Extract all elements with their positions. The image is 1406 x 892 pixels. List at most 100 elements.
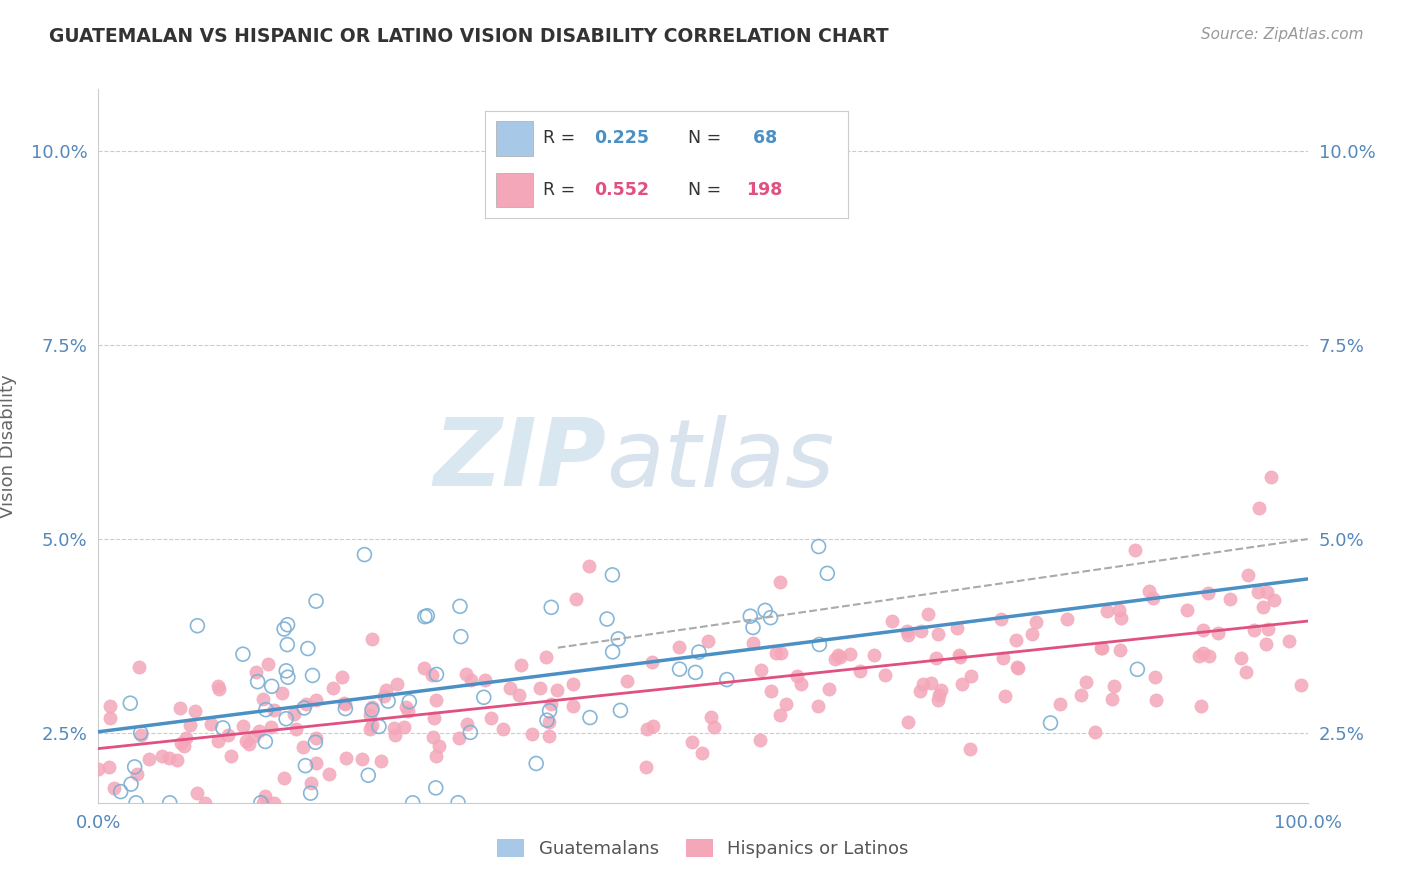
Point [827, 648, 849, 663]
Point [1143, 670, 1166, 684]
Point [150, 748, 173, 763]
Point [361, 718, 384, 732]
Point [274, 712, 297, 726]
Point [263, 796, 285, 810]
Point [423, 711, 446, 725]
Point [212, 721, 235, 735]
Point [863, 648, 886, 662]
Point [297, 641, 319, 656]
Point [1090, 641, 1112, 656]
Point [98, 699, 121, 714]
Point [540, 600, 562, 615]
Point [207, 679, 229, 693]
Point [232, 719, 254, 733]
Point [207, 734, 229, 748]
Point [1090, 640, 1112, 655]
Y-axis label: Vision Disability: Vision Disability [0, 374, 17, 518]
Point [578, 559, 600, 574]
Point [896, 624, 918, 639]
Point [636, 722, 658, 736]
Point [299, 776, 322, 790]
Point [1191, 623, 1213, 637]
Point [449, 731, 471, 745]
Point [839, 647, 862, 661]
Point [524, 756, 547, 771]
Point [179, 718, 201, 732]
Point [384, 728, 406, 742]
Point [1049, 697, 1071, 711]
Point [641, 655, 664, 669]
Point [285, 723, 308, 737]
Point [425, 693, 447, 707]
Point [396, 704, 419, 718]
Point [636, 760, 658, 774]
Point [260, 679, 283, 693]
Point [748, 732, 770, 747]
Point [398, 695, 420, 709]
Point [668, 640, 690, 654]
Point [305, 756, 328, 771]
Point [157, 750, 180, 764]
Point [456, 717, 478, 731]
Point [990, 612, 1012, 626]
Point [254, 789, 277, 803]
Point [991, 650, 1014, 665]
Point [775, 697, 797, 711]
Point [474, 673, 496, 687]
Point [1191, 698, 1213, 713]
Point [830, 650, 852, 665]
Point [602, 645, 624, 659]
Point [769, 707, 792, 722]
Point [697, 634, 720, 648]
Point [920, 676, 942, 690]
Point [460, 673, 482, 687]
Point [716, 673, 738, 687]
Point [1237, 568, 1260, 582]
Point [1056, 612, 1078, 626]
Point [1109, 611, 1132, 625]
Point [1191, 646, 1213, 660]
Point [508, 688, 530, 702]
Point [546, 683, 568, 698]
Point [1263, 593, 1285, 607]
Point [1070, 688, 1092, 702]
Point [685, 665, 707, 680]
Point [759, 610, 782, 624]
Point [1230, 651, 1253, 665]
Point [1102, 679, 1125, 693]
Point [359, 723, 381, 737]
Point [959, 742, 981, 756]
Point [305, 594, 328, 608]
Point [1004, 632, 1026, 647]
Point [479, 710, 502, 724]
Point [754, 603, 776, 617]
Point [849, 665, 872, 679]
Point [238, 737, 260, 751]
Point [538, 714, 561, 729]
Point [299, 786, 322, 800]
Point [245, 665, 267, 679]
Point [602, 567, 624, 582]
Point [690, 747, 713, 761]
Point [1137, 584, 1160, 599]
Point [790, 677, 813, 691]
Point [247, 724, 270, 739]
Point [596, 612, 619, 626]
Text: ZIP: ZIP [433, 414, 606, 507]
Point [128, 660, 150, 674]
Point [616, 673, 638, 688]
Point [1247, 585, 1270, 599]
Point [194, 796, 217, 810]
Point [1039, 715, 1062, 730]
Point [357, 768, 380, 782]
Point [742, 635, 765, 649]
Point [420, 668, 443, 682]
Point [373, 689, 395, 703]
Point [882, 615, 904, 629]
Point [949, 650, 972, 665]
Point [1025, 615, 1047, 629]
Point [765, 646, 787, 660]
Point [450, 630, 472, 644]
Text: Source: ZipAtlas.com: Source: ZipAtlas.com [1201, 27, 1364, 42]
Point [217, 727, 239, 741]
